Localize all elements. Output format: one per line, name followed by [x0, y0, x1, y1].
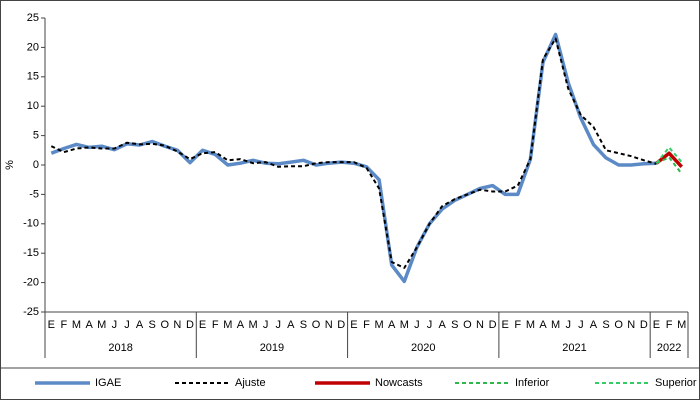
legend-label: Inferior — [515, 377, 550, 389]
y-tick-label: -5 — [29, 188, 39, 200]
x-tick-label: M — [677, 319, 686, 331]
x-tick-label: D — [640, 319, 648, 331]
x-tick-label: S — [300, 319, 307, 331]
x-tick-label: S — [451, 319, 458, 331]
y-tick-label: -15 — [23, 247, 39, 259]
series-line — [50, 37, 657, 269]
x-tick-label: M — [223, 319, 232, 331]
y-tick-label: 5 — [33, 130, 39, 142]
x-tick-label: M — [551, 319, 560, 331]
x-tick-label: F — [363, 319, 370, 331]
year-label: 2019 — [260, 342, 284, 354]
y-tick-label: 10 — [27, 100, 39, 112]
x-tick-label: J — [124, 319, 130, 331]
x-tick-label: S — [602, 319, 609, 331]
x-tick-label: J — [263, 319, 269, 331]
x-tick-label: A — [388, 319, 396, 331]
x-tick-label: M — [526, 319, 535, 331]
legend-label: Nowcasts — [375, 377, 423, 389]
y-tick-label: 15 — [27, 71, 39, 83]
x-tick-label: D — [337, 319, 345, 331]
x-tick-label: J — [427, 319, 433, 331]
x-tick-label: O — [463, 319, 472, 331]
legend-label: Ajuste — [235, 377, 266, 389]
x-tick-label: A — [438, 319, 446, 331]
x-tick-label: M — [248, 319, 257, 331]
x-tick-label: F — [61, 319, 68, 331]
x-tick-label: F — [666, 319, 673, 331]
x-tick-label: S — [148, 319, 155, 331]
x-tick-label: A — [237, 319, 245, 331]
x-tick-label: E — [502, 319, 509, 331]
x-tick-label: O — [160, 319, 169, 331]
legend-label: Superior — [655, 377, 697, 389]
year-label: 2022 — [657, 342, 681, 354]
x-tick-label: J — [275, 319, 281, 331]
x-tick-label: J — [578, 319, 584, 331]
x-tick-label: E — [199, 319, 206, 331]
y-tick-label: 25 — [27, 12, 39, 24]
year-label: 2020 — [411, 342, 435, 354]
x-tick-label: A — [136, 319, 144, 331]
year-label: 2018 — [108, 342, 132, 354]
y-tick-label: -25 — [23, 306, 39, 318]
x-tick-label: M — [375, 319, 384, 331]
series-line — [655, 151, 683, 168]
x-tick-label: E — [653, 319, 660, 331]
year-label: 2021 — [562, 342, 586, 354]
x-tick-label: O — [312, 319, 321, 331]
x-tick-label: M — [400, 319, 409, 331]
x-tick-label: M — [97, 319, 106, 331]
x-tick-label: A — [85, 319, 93, 331]
y-tick-label: 20 — [27, 41, 39, 53]
legend-label: IGAE — [95, 377, 121, 389]
x-tick-label: F — [514, 319, 521, 331]
x-tick-label: J — [565, 319, 571, 331]
y-tick-label: -20 — [23, 277, 39, 289]
x-tick-label: J — [112, 319, 118, 331]
x-tick-label: A — [287, 319, 295, 331]
y-tick-label: -10 — [23, 218, 39, 230]
x-tick-label: E — [350, 319, 357, 331]
x-tick-label: D — [186, 319, 194, 331]
x-tick-label: N — [325, 319, 333, 331]
x-tick-label: N — [476, 319, 484, 331]
x-tick-label: N — [627, 319, 635, 331]
x-tick-label: A — [590, 319, 598, 331]
y-tick-label: 0 — [33, 159, 39, 171]
x-tick-label: A — [539, 319, 547, 331]
x-tick-label: O — [614, 319, 623, 331]
x-tick-label: E — [48, 319, 55, 331]
x-tick-label: N — [173, 319, 181, 331]
x-tick-label: D — [489, 319, 497, 331]
x-tick-label: J — [414, 319, 420, 331]
x-tick-label: M — [72, 319, 81, 331]
x-tick-label: F — [212, 319, 219, 331]
y-axis-label: % — [4, 160, 16, 170]
